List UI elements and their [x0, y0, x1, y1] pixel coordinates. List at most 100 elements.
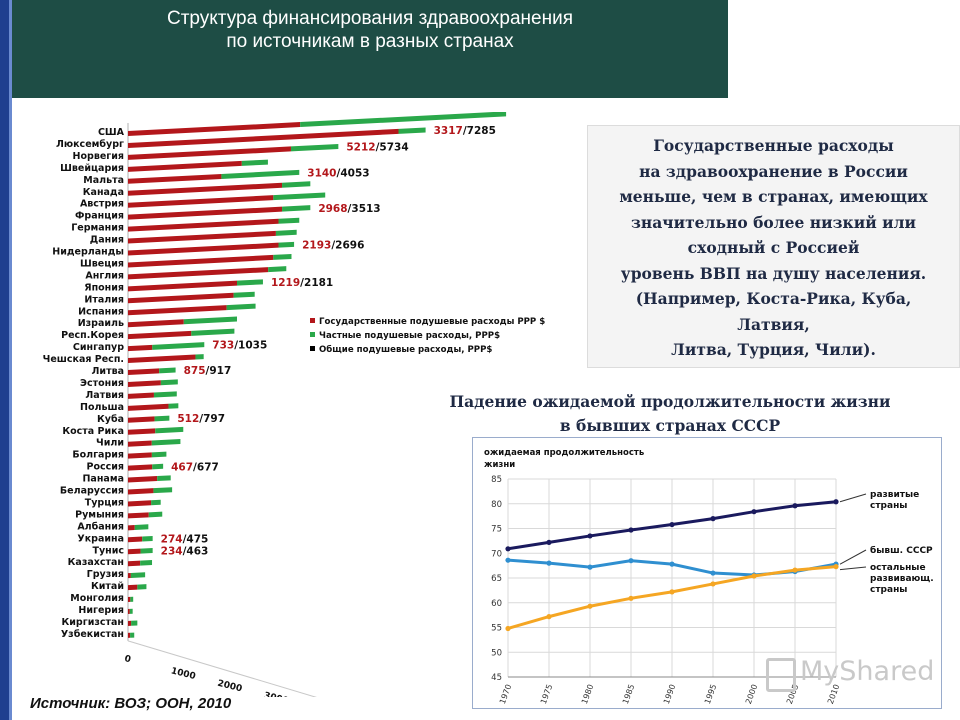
- financing-bar-chart: СШАЛюксембургНорвегияШвейцарияМальтаКана…: [43, 112, 545, 697]
- bar-private-37: [130, 572, 146, 579]
- bar-gov-21: [128, 380, 161, 387]
- info-line: Государственные расходы: [653, 136, 894, 155]
- line-annotation-label: бывш. СССР: [870, 545, 933, 556]
- bar-category-label: Швеция: [80, 258, 124, 269]
- info-line: сходный с Россией: [687, 238, 860, 257]
- info-line: Литва, Турция, Чили).: [671, 340, 876, 359]
- bar-private-13: [236, 279, 263, 286]
- legend-label: Общие подушевые расходы, PPP$: [319, 344, 492, 355]
- bar-x-tick: 0: [123, 654, 131, 665]
- bar-gov-20: [128, 368, 160, 375]
- bar-category-label: Чили: [96, 438, 124, 449]
- bar-private-34: [142, 536, 153, 542]
- bar-gov-33: [128, 524, 135, 531]
- bar-private-29: [157, 475, 171, 482]
- line-point: [505, 557, 511, 563]
- bar-gov-42: [128, 632, 131, 638]
- bar-gov-39: [128, 596, 131, 603]
- bar-private-27: [151, 451, 167, 458]
- bar-private-0: [300, 112, 507, 128]
- legend-swatch: [310, 332, 315, 337]
- bar-gov-37: [128, 573, 131, 579]
- bar-category-label: Нигерия: [78, 605, 124, 616]
- bar-gov-12: [128, 267, 269, 280]
- line-point: [628, 527, 634, 533]
- bar-category-label: Румыния: [75, 509, 124, 520]
- line-point: [751, 573, 757, 579]
- bar-category-label: Узбекистан: [61, 629, 124, 640]
- bar-private-20: [159, 367, 176, 374]
- info-line: (Например, Коста-Рика, Куба,: [635, 289, 912, 308]
- bar-private-31: [151, 499, 161, 506]
- watermark-icon: [766, 658, 796, 692]
- line-y-tick: 70: [491, 549, 502, 559]
- line-point: [833, 499, 839, 505]
- info-line: значительно более низкий или: [630, 212, 917, 232]
- line-point: [587, 533, 593, 539]
- bar-private-12: [268, 266, 287, 273]
- legend-label: Государственные подушевые расходы PPP $: [319, 317, 545, 327]
- bar-private-19: [195, 354, 204, 360]
- bar-private-5: [282, 181, 311, 188]
- info-line: Латвия,: [737, 314, 810, 334]
- bar-category-label: Тунис: [92, 545, 124, 556]
- bar-private-4: [221, 169, 300, 179]
- line-y-tick: 55: [491, 624, 502, 634]
- bar-private-6: [273, 192, 326, 201]
- header-banner: Структура финансирования здравоохранения…: [12, 0, 728, 98]
- line-point: [792, 567, 798, 573]
- bar-category-label: Дания: [90, 235, 124, 246]
- bar-gov-38: [128, 584, 138, 591]
- bar-gov-30: [128, 488, 154, 495]
- bar-category-label: Респ.Корея: [61, 330, 124, 341]
- line-y-tick: 80: [491, 500, 502, 510]
- bar-category-label: Люксембург: [56, 139, 124, 150]
- bar-category-label: Израиль: [78, 318, 124, 329]
- bar-category-label: Украина: [77, 533, 124, 544]
- bar-category-label: Швейцария: [60, 163, 124, 174]
- line-point: [669, 561, 675, 567]
- bar-private-11: [273, 253, 292, 260]
- line-point: [669, 589, 675, 595]
- bar-private-25: [155, 426, 184, 434]
- bar-gov-32: [128, 512, 149, 519]
- bar-gov-10: [128, 242, 279, 256]
- bar-private-16: [183, 316, 237, 325]
- bar-category-label: Россия: [86, 462, 124, 473]
- bar-gov-0: [128, 122, 301, 136]
- line-y-tick: 65: [491, 574, 502, 584]
- bar-category-label: Казахстан: [68, 557, 124, 568]
- bar-value-label: 512/797: [177, 413, 225, 425]
- bar-private-2: [290, 143, 339, 152]
- bar-gov-25: [128, 428, 156, 435]
- legend-label: Частные подушевые расходы, PPP$: [319, 331, 500, 341]
- bar-private-38: [137, 584, 147, 590]
- bar-category-label: Албания: [77, 521, 124, 532]
- header-title-line2: по источникам в разных странах: [226, 31, 514, 52]
- bar-gov-26: [128, 440, 152, 447]
- bar-category-label: Норвегия: [73, 151, 124, 162]
- header-title-line1: Структура финансирования здравоохранения: [167, 8, 573, 29]
- bar-gov-6: [128, 195, 274, 208]
- bar-private-39: [130, 596, 134, 602]
- line-point: [628, 558, 634, 564]
- bar-gov-40: [128, 608, 130, 614]
- bar-private-32: [148, 511, 163, 518]
- info-line: на здравоохранение в России: [639, 161, 908, 181]
- bar-value-label: 1219/2181: [271, 277, 333, 289]
- bar-private-3: [241, 159, 268, 166]
- life-expectancy-title-line2: в бывших странах СССР: [559, 416, 781, 435]
- line-annotation-leader: [839, 549, 867, 565]
- bar-private-40: [129, 608, 133, 614]
- bar-private-7: [282, 205, 311, 212]
- bar-gov-24: [128, 416, 155, 423]
- bar-private-36: [140, 559, 153, 566]
- bar-gov-27: [128, 452, 152, 459]
- bar-gov-29: [128, 476, 158, 483]
- line-annotation-leader: [839, 566, 867, 571]
- bar-category-label: Сингапур: [73, 342, 124, 353]
- line-y-tick: 60: [491, 599, 502, 609]
- line-point: [505, 546, 511, 552]
- source-note: Источник: ВОЗ; ООН, 2010: [30, 695, 232, 712]
